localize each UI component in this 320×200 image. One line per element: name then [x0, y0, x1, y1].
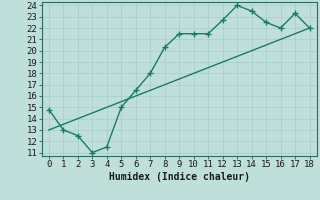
X-axis label: Humidex (Indice chaleur): Humidex (Indice chaleur)	[109, 172, 250, 182]
